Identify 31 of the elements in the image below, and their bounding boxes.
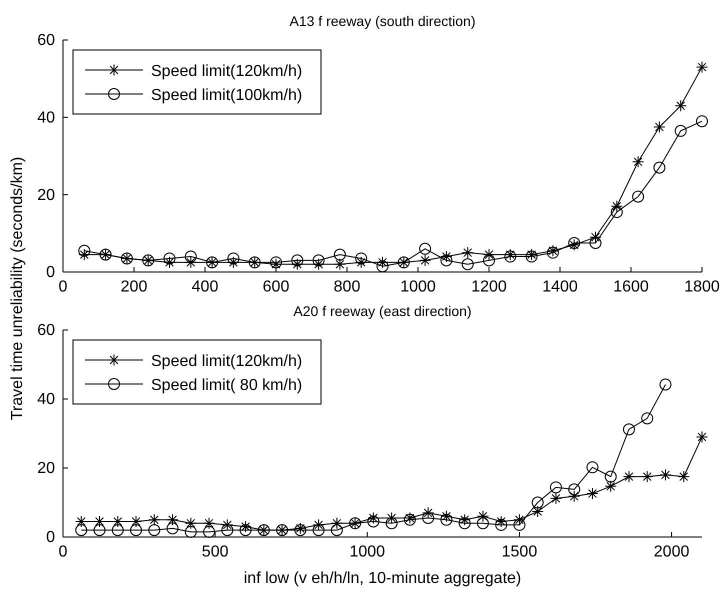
y-tick-label: 0 <box>46 264 56 282</box>
y-tick-label: 20 <box>37 186 56 204</box>
y-tick-label: 20 <box>37 460 56 478</box>
y-tick-label: 60 <box>37 32 56 50</box>
x-tick-label: 1500 <box>502 543 538 560</box>
x-tick-label: 400 <box>192 278 218 296</box>
x-tick-label: 1800 <box>684 278 720 296</box>
x-tick-label: 1600 <box>613 278 649 296</box>
legend-label: Speed limit(100km/h) <box>151 87 302 104</box>
y-tick-label: 40 <box>37 109 56 126</box>
y-tick-label: 40 <box>37 391 56 408</box>
legend-label: Speed limit( 80 km/h) <box>151 377 302 394</box>
x-tick-label: 1000 <box>349 543 386 560</box>
legend-label: Speed limit(120km/h) <box>151 353 302 370</box>
x-tick-label: 0 <box>58 278 68 296</box>
x-axis-title: inf low (v eh/h/ln, 10-minute aggregate) <box>244 570 522 587</box>
chart-title: A13 f reeway (south direction) <box>290 13 476 29</box>
x-tick-label: 1400 <box>542 278 578 296</box>
x-tick-label: 200 <box>120 278 148 296</box>
x-tick-label: 500 <box>202 543 229 560</box>
chart-title: A20 f reeway (east direction) <box>293 303 472 319</box>
x-tick-label: 1200 <box>471 278 507 296</box>
legend-label: Speed limit(120km/h) <box>151 63 302 80</box>
x-tick-label: 0 <box>58 543 68 560</box>
x-tick-label: 2000 <box>654 543 690 560</box>
x-tick-label: 600 <box>262 278 290 296</box>
y-tick-label: 60 <box>37 322 56 340</box>
y-axis-title: Travel time unreliability (seconds/km) <box>9 156 26 420</box>
x-tick-label: 1000 <box>400 278 436 296</box>
y-tick-label: 0 <box>46 529 56 546</box>
x-tick-label: 800 <box>334 278 360 296</box>
